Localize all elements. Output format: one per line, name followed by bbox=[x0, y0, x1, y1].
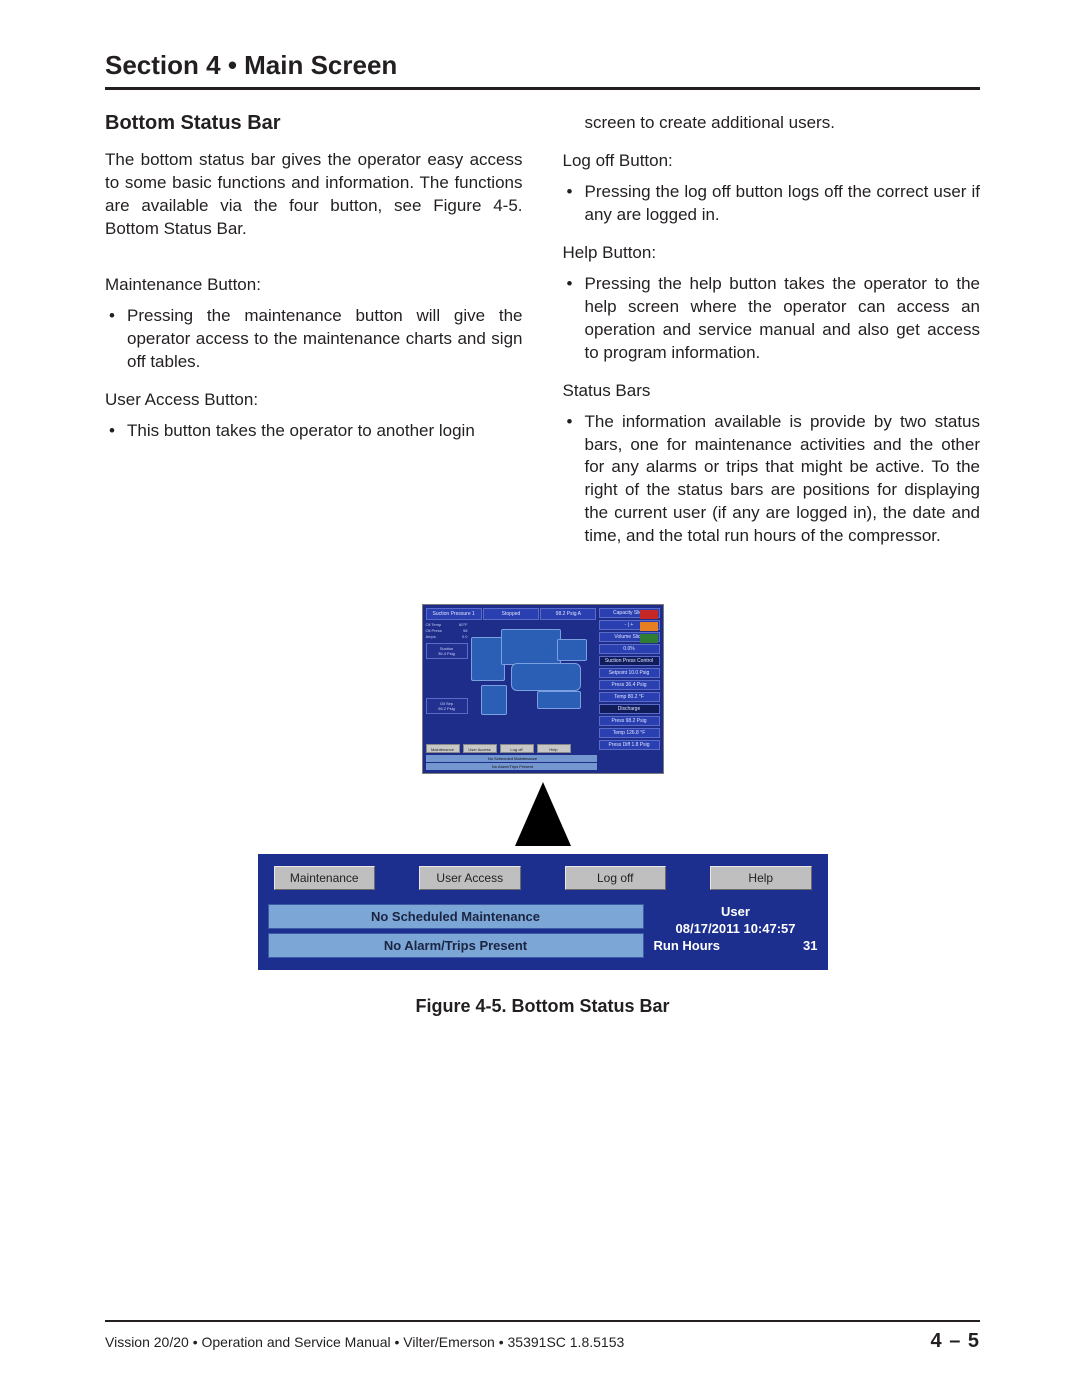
thumb-tab: Stopped bbox=[483, 608, 539, 620]
maintenance-status-bar: No Scheduled Maintenance bbox=[268, 904, 644, 929]
thumb-status-bar: No Scheduled Maintenance bbox=[426, 755, 597, 762]
figure-caption: Figure 4-5. Bottom Status Bar bbox=[105, 996, 980, 1017]
thumb-status-bar: No Alarm/Trips Present bbox=[426, 763, 597, 770]
status-bars-label: Status Bars bbox=[563, 381, 981, 401]
footer-rule bbox=[105, 1320, 980, 1322]
callout-arrow-icon bbox=[515, 782, 571, 846]
thumb-chip: Temp 80.2 °F bbox=[614, 694, 644, 700]
ok-badge-icon bbox=[640, 634, 658, 643]
subsection-heading: Bottom Status Bar bbox=[105, 112, 523, 135]
thumb-chip: Temp 126.8 °F bbox=[613, 730, 646, 736]
right-column: screen to create additional users. Log o… bbox=[563, 112, 981, 564]
datetime-value: 08/17/2011 10:47:57 bbox=[654, 921, 818, 936]
left-column: Bottom Status Bar The bottom status bar … bbox=[105, 112, 523, 564]
thumb-chip: Press Diff 1.8 Psig bbox=[608, 742, 649, 748]
status-bar-button-row: Maintenance User Access Log off Help bbox=[268, 864, 818, 904]
page-footer: Vission 20/20 • Operation and Service Ma… bbox=[105, 1320, 980, 1353]
main-screen-thumbnail: Suction Pressure 1 Stopped 98.2 Psig A C… bbox=[422, 604, 664, 774]
user-access-button[interactable]: User Access bbox=[419, 866, 521, 890]
footer-text: Vission 20/20 • Operation and Service Ma… bbox=[105, 1334, 624, 1350]
bottom-status-bar-enlarged: Maintenance User Access Log off Help No … bbox=[258, 854, 828, 970]
run-hours-label: Run Hours bbox=[654, 938, 720, 953]
thumb-btn: Help bbox=[537, 744, 571, 753]
page-number: 4 – 5 bbox=[931, 1330, 980, 1353]
thumb-chip: Press 98.2 Psig bbox=[611, 718, 646, 724]
thumb-btn: User Access bbox=[463, 744, 497, 753]
user-access-bullet: This button takes the operator to anothe… bbox=[127, 420, 523, 443]
intro-paragraph: The bottom status bar gives the operator… bbox=[105, 149, 523, 241]
thumb-left-readouts2: Oil Sep98.2 Psig bbox=[426, 695, 468, 714]
thumb-button-row: Maintenance User Access Log off Help bbox=[426, 744, 571, 753]
thumb-chip: Press 36.4 Psig bbox=[611, 682, 646, 688]
help-button-label: Help Button: bbox=[563, 243, 981, 263]
maintenance-button[interactable]: Maintenance bbox=[274, 866, 376, 890]
warn-badge-icon bbox=[640, 622, 658, 631]
help-button[interactable]: Help bbox=[710, 866, 812, 890]
thumb-right-panel: Capacity Slide - | + Volume Slide 0.0% S… bbox=[599, 608, 660, 770]
thumb-tab: Suction Pressure 1 bbox=[426, 608, 482, 620]
status-bars-bullet: The information available is provide by … bbox=[585, 411, 981, 549]
thumb-chip: 0.0% bbox=[623, 646, 634, 652]
thumb-chip: Discharge bbox=[618, 706, 641, 712]
status-bars-column: No Scheduled Maintenance No Alarm/Trips … bbox=[268, 904, 644, 962]
stop-badge-icon bbox=[640, 610, 658, 619]
thumb-left-readouts: Oil Temp80°F Oil Press98 Amps0.0 Suction… bbox=[426, 622, 468, 659]
user-access-button-label: User Access Button: bbox=[105, 390, 523, 410]
thumb-btn: Log off bbox=[500, 744, 534, 753]
section-rule bbox=[105, 87, 980, 90]
thumb-tab: 98.2 Psig A bbox=[540, 608, 596, 620]
help-bullet: Pressing the help button takes the opera… bbox=[585, 273, 981, 365]
two-column-body: Bottom Status Bar The bottom status bar … bbox=[105, 112, 980, 564]
alarm-status-bar: No Alarm/Trips Present bbox=[268, 933, 644, 958]
maintenance-bullet: Pressing the maintenance button will giv… bbox=[127, 305, 523, 374]
compressor-graphic-icon bbox=[471, 629, 589, 724]
continuation-line: screen to create additional users. bbox=[563, 112, 981, 135]
thumb-chip: - | + bbox=[625, 622, 634, 628]
status-info-column: User 08/17/2011 10:47:57 Run Hours 31 bbox=[644, 904, 818, 962]
section-title: Section 4 • Main Screen bbox=[105, 50, 980, 81]
thumb-btn: Maintenance bbox=[426, 744, 460, 753]
thumb-chip: Suction Press Control bbox=[605, 658, 653, 664]
run-hours-value: 31 bbox=[803, 938, 817, 953]
maintenance-button-label: Maintenance Button: bbox=[105, 275, 523, 295]
logoff-button[interactable]: Log off bbox=[565, 866, 667, 890]
thumb-chip: Setpoint 10.0 Psig bbox=[609, 670, 650, 676]
figure-4-5: Suction Pressure 1 Stopped 98.2 Psig A C… bbox=[105, 604, 980, 1017]
logoff-button-label: Log off Button: bbox=[563, 151, 981, 171]
user-label: User bbox=[654, 904, 818, 919]
logoff-bullet: Pressing the log off button logs off the… bbox=[585, 181, 981, 227]
